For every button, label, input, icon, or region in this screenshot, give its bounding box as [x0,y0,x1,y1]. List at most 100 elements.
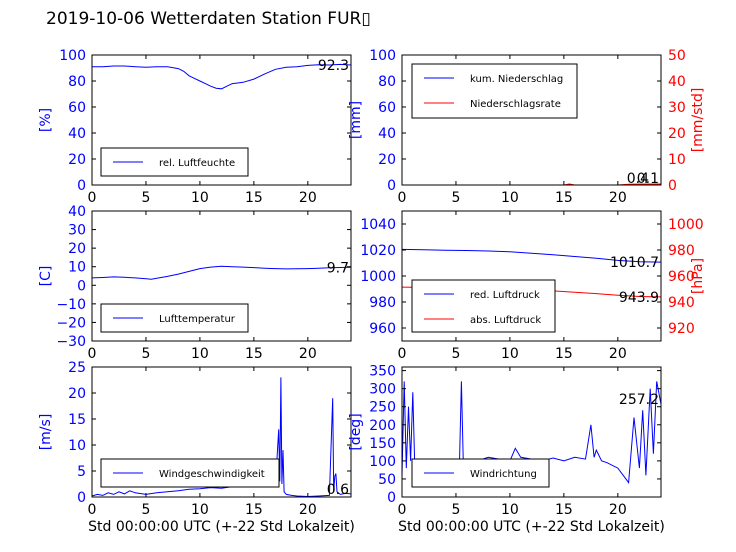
winddirection-ylabel: [deg] [348,413,364,450]
humidity-ytick-label: 80 [68,74,86,90]
precipitation-xtick-label: 15 [555,190,573,206]
pressure-legend-box [411,279,556,333]
temperature-ytick-label: 20 [68,241,86,257]
precipitation-ylabel-right: [mm/std] [690,88,706,153]
temperature-ylabel: [C] [38,266,54,287]
winddirection-ytick-label: 200 [369,418,396,434]
winddirection-plot-frame [401,366,662,498]
precipitation-ytick-label: 20 [378,152,396,168]
precipitation-legend-label-2: Niederschlagsrate [470,99,561,110]
precipitation-ytick-label: 100 [369,48,396,64]
humidity-ytick-label: 0 [77,178,86,194]
winddirection-ytick-label: 300 [369,382,396,398]
windspeed-ytick-label: 5 [77,464,86,480]
windspeed-ytick-label: 25 [68,360,86,376]
pressure-xtick-label: 5 [451,346,460,362]
pressure-xtick-label: 15 [555,346,573,362]
pressure-ytick-right-label: 940 [668,295,695,311]
windspeed-ytick-label: 0 [77,490,86,506]
temperature-xtick-label: 20 [299,346,317,362]
winddirection-ytick-label: 0 [387,490,396,506]
pressure-ytick-label: 1020 [360,243,396,259]
temperature-ytick-label: −10 [56,297,86,313]
humidity-ylabel: [%] [38,108,54,132]
winddirection-xtick-label: 0 [398,502,407,518]
precipitation-ytick-right-label: 50 [668,48,686,64]
winddirection-ytick-label: 150 [369,436,396,452]
precipitation-xtick-label: 10 [501,190,519,206]
precipitation-last-value-label: 0.1 [637,171,659,187]
pressure-ytick-right-label: 1000 [668,217,704,233]
precipitation-ytick-right-label: 0 [668,178,677,194]
temperature-ytick-label: 0 [77,278,86,294]
winddirection-xlabel: Std 00:00:00 UTC (+-22 Std Lokalzeit) [398,519,665,535]
humidity-xtick-label: 15 [245,190,263,206]
winddirection-ytick-label: 50 [378,472,396,488]
winddirection-last-value-label: 257.2 [619,392,659,408]
windspeed-last-value-label: 0.6 [327,482,349,498]
pressure-ytick-label: 980 [369,295,396,311]
pressure-ytick-right-label: 980 [668,243,695,259]
pressure-last-value-label: 1010.7 [610,255,659,271]
windspeed-ytick-label: 10 [68,438,86,454]
humidity-series-1 [92,63,352,90]
pressure-ylabel-right: [hPa] [690,258,706,294]
temperature-xtick-label: 15 [245,346,263,362]
precipitation-last-value-right-label: 0.4 [627,171,649,187]
temperature-ytick-label: −30 [56,334,86,350]
pressure-series-1 [401,248,662,263]
pressure-last-value-right-label: 943.9 [619,290,659,306]
humidity-ytick-label: 20 [68,152,86,168]
pressure-xtick-label: 0 [398,346,407,362]
pressure-ytick-label: 1040 [360,217,396,233]
precipitation-xtick-label: 0 [398,190,407,206]
winddirection-legend-label-1: Windrichtung [470,469,537,480]
precipitation-xtick-label: 20 [609,190,627,206]
humidity-ytick-label: 100 [59,48,86,64]
humidity-last-value-label: 92.3 [318,58,349,74]
winddirection-xtick-label: 5 [451,502,460,518]
temperature-xtick-label: 10 [191,346,209,362]
windspeed-xtick-label: 15 [245,502,263,518]
winddirection-ytick-label: 100 [369,454,396,470]
humidity-xtick-label: 10 [191,190,209,206]
pressure-ytick-right-label: 920 [668,321,695,337]
temperature-ytick-label: −20 [56,315,86,331]
windspeed-xlabel: Std 00:00:00 UTC (+-22 Std Lokalzeit) [88,519,355,535]
winddirection-xtick-label: 15 [555,502,573,518]
windspeed-xtick-label: 0 [88,502,97,518]
pressure-ytick-label: 960 [369,321,396,337]
pressure-ytick-label: 1000 [360,269,396,285]
windspeed-xtick-label: 5 [141,502,150,518]
temperature-ytick-label: 30 [68,223,86,239]
windspeed-ylabel: [m/s] [38,414,54,451]
windspeed-legend-label-1: Windgeschwindigkeit [159,469,265,480]
temperature-xtick-label: 5 [141,346,150,362]
humidity-plot-frame [91,54,352,186]
pressure-xtick-label: 20 [609,346,627,362]
precipitation-plot-frame [401,54,662,186]
winddirection-ytick-label: 250 [369,400,396,416]
temperature-last-value-label: 9.7 [327,260,349,276]
humidity-legend-label-1: rel. Luftfeuchte [159,158,235,169]
precipitation-ytick-right-label: 20 [668,126,686,142]
pressure-xtick-label: 10 [501,346,519,362]
humidity-xtick-label: 20 [299,190,317,206]
temperature-plot-frame [91,210,352,342]
precipitation-legend-label-1: kum. Niederschlag [470,74,563,85]
precipitation-ytick-label: 80 [378,74,396,90]
humidity-xtick-label: 0 [88,190,97,206]
humidity-ytick-label: 60 [68,100,86,116]
precipitation-ytick-label: 0 [387,178,396,194]
temperature-legend-label-1: Lufttemperatur [159,314,236,325]
temperature-ytick-label: 10 [68,260,86,276]
temperature-xtick-label: 0 [88,346,97,362]
page-title: 2019-10-06 Wetterdaten Station FUR▯ [46,9,371,29]
precipitation-ylabel: [mm] [348,101,364,139]
precipitation-ytick-right-label: 10 [668,152,686,168]
temperature-series-1 [91,265,352,280]
precipitation-ytick-label: 60 [378,100,396,116]
precipitation-ytick-right-label: 40 [668,74,686,90]
precipitation-ytick-label: 40 [378,126,396,142]
